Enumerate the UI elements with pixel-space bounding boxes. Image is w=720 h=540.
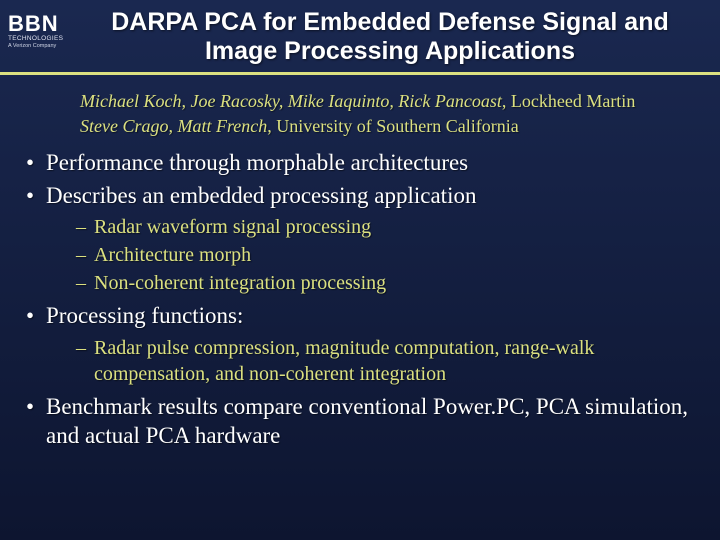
author-line-1: Michael Koch, Joe Racosky, Mike Iaquinto…: [80, 89, 680, 114]
authors-2-names: Steve Crago, Matt French: [80, 116, 267, 136]
logo-company: A Verizon Company: [8, 43, 72, 49]
authors-2-affil: , University of Southern California: [267, 116, 518, 136]
sub-item: Radar pulse compression, magnitude compu…: [76, 335, 696, 387]
title-divider: [0, 72, 720, 75]
bullet-list: Performance through morphable architectu…: [24, 149, 696, 451]
bbn-logo: BBN TECHNOLOGIES A Verizon Company: [8, 14, 72, 49]
bullet-2-sublist: Radar waveform signal processing Archite…: [76, 214, 696, 296]
header: BBN TECHNOLOGIES A Verizon Company DARPA…: [0, 0, 720, 66]
bullet-3-text: Processing functions:: [46, 303, 243, 328]
bullet-2: Describes an embedded processing applica…: [24, 182, 696, 297]
logo-text: BBN: [8, 14, 72, 34]
bullet-3-sublist: Radar pulse compression, magnitude compu…: [76, 335, 696, 387]
sub-item: Non-coherent integration processing: [76, 270, 696, 296]
sub-item: Radar waveform signal processing: [76, 214, 696, 240]
slide-title: DARPA PCA for Embedded Defense Signal an…: [82, 8, 710, 66]
author-block: Michael Koch, Joe Racosky, Mike Iaquinto…: [80, 89, 680, 139]
authors-1-affil: , Lockheed Martin: [502, 91, 635, 111]
bullet-4: Benchmark results compare conventional P…: [24, 393, 696, 451]
logo-subtext: TECHNOLOGIES: [8, 35, 72, 42]
sub-item: Architecture morph: [76, 242, 696, 268]
author-line-2: Steve Crago, Matt French, University of …: [80, 114, 680, 139]
bullet-1: Performance through morphable architectu…: [24, 149, 696, 178]
bullet-2-text: Describes an embedded processing applica…: [46, 183, 476, 208]
authors-1-names: Michael Koch, Joe Racosky, Mike Iaquinto…: [80, 91, 502, 111]
bullet-3: Processing functions: Radar pulse compre…: [24, 302, 696, 387]
